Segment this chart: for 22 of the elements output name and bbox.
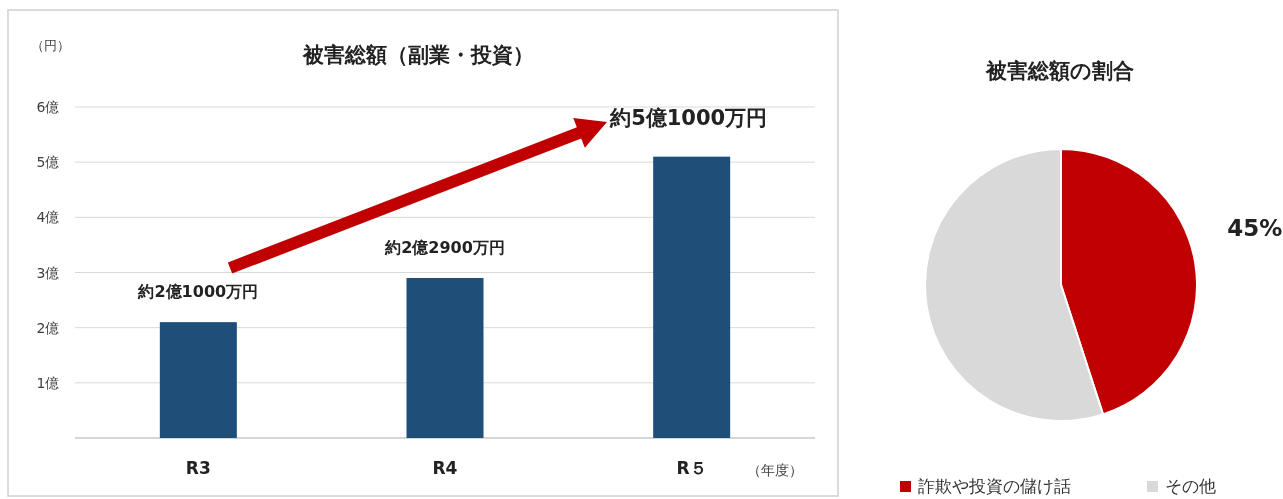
x-tick-label: R５	[676, 458, 707, 478]
x-axis-title: （年度）	[747, 462, 803, 478]
bar	[159, 322, 237, 438]
y-tick-label: 1億	[36, 374, 60, 391]
legend-label: その他	[1165, 476, 1216, 496]
y-tick-label: 3億	[36, 264, 60, 281]
y-tick-label: 5億	[36, 154, 60, 171]
y-tick-label: 2億	[36, 319, 60, 336]
legend-label: 詐欺や投資の儲け話	[918, 476, 1071, 496]
y-axis-title: （円）	[30, 38, 70, 53]
bar	[406, 278, 484, 438]
x-tick-label: R3	[185, 458, 211, 478]
y-tick-label: 4億	[36, 209, 60, 226]
data-label: 約2億1000万円	[137, 282, 259, 302]
chart-title: 被害総額の割合	[985, 59, 1134, 83]
x-tick-label: R4	[432, 458, 458, 478]
data-label: 約5億1000万円	[609, 105, 768, 130]
chart-title: 被害総額（副業・投資）	[301, 43, 534, 67]
data-label: 45%	[1227, 214, 1283, 241]
y-tick-label: 6億	[36, 99, 60, 115]
data-label: 約2億2900万円	[384, 238, 505, 258]
bar	[653, 156, 731, 438]
